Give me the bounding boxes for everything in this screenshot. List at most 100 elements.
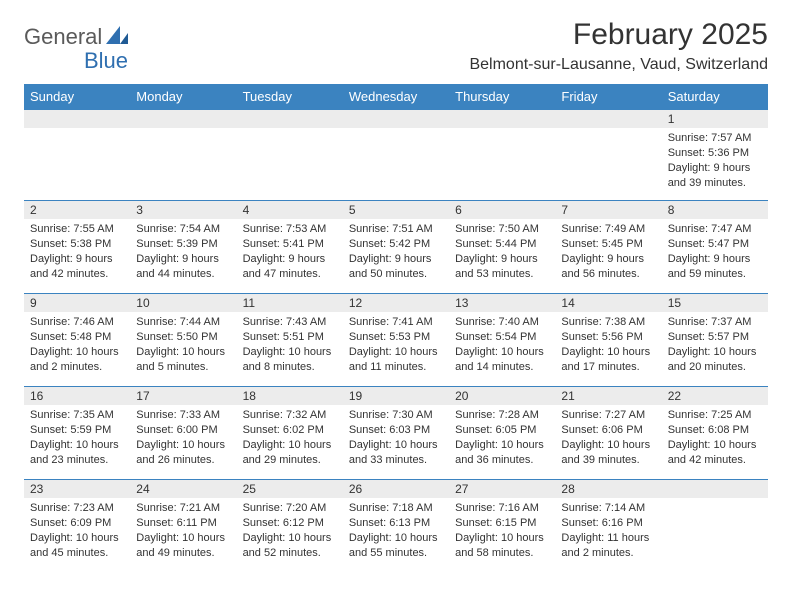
sunrise-text: Sunrise: 7:37 AM: [668, 315, 762, 330]
daylight-text: Daylight: 9 hours and 47 minutes.: [243, 252, 337, 282]
sunrise-text: Sunrise: 7:43 AM: [243, 315, 337, 330]
sunset-text: Sunset: 5:54 PM: [455, 330, 549, 345]
sunset-text: Sunset: 5:53 PM: [349, 330, 443, 345]
daylight-text: Daylight: 9 hours and 56 minutes.: [561, 252, 655, 282]
daylight-text: Daylight: 10 hours and 14 minutes.: [455, 345, 549, 375]
daylight-text: Daylight: 9 hours and 59 minutes.: [668, 252, 762, 282]
day-cell: Sunrise: 7:21 AMSunset: 6:11 PMDaylight:…: [130, 498, 236, 566]
sunrise-text: Sunrise: 7:20 AM: [243, 501, 337, 516]
sunset-text: Sunset: 6:00 PM: [136, 423, 230, 438]
daylight-text: Daylight: 10 hours and 39 minutes.: [561, 438, 655, 468]
day-number: [555, 109, 661, 128]
daylight-text: Daylight: 10 hours and 55 minutes.: [349, 531, 443, 561]
day-number: 12: [343, 293, 449, 312]
daylight-text: Daylight: 10 hours and 33 minutes.: [349, 438, 443, 468]
day-number: 19: [343, 386, 449, 405]
day-number: 24: [130, 479, 236, 498]
day-header: Sunday: [24, 84, 130, 109]
sunset-text: Sunset: 6:13 PM: [349, 516, 443, 531]
day-cell: Sunrise: 7:51 AMSunset: 5:42 PMDaylight:…: [343, 219, 449, 287]
daylight-text: Daylight: 9 hours and 50 minutes.: [349, 252, 443, 282]
day-cell: Sunrise: 7:35 AMSunset: 5:59 PMDaylight:…: [24, 405, 130, 473]
sunrise-text: Sunrise: 7:21 AM: [136, 501, 230, 516]
sunrise-text: Sunrise: 7:25 AM: [668, 408, 762, 423]
day-number: 7: [555, 200, 661, 219]
day-number: 17: [130, 386, 236, 405]
sunrise-text: Sunrise: 7:35 AM: [30, 408, 124, 423]
logo-triangle-icon: [106, 26, 128, 49]
day-cell: Sunrise: 7:14 AMSunset: 6:16 PMDaylight:…: [555, 498, 661, 566]
daylight-text: Daylight: 10 hours and 58 minutes.: [455, 531, 549, 561]
day-number: 15: [662, 293, 768, 312]
sunset-text: Sunset: 5:57 PM: [668, 330, 762, 345]
daylight-text: Daylight: 11 hours and 2 minutes.: [561, 531, 655, 561]
day-cell: Sunrise: 7:50 AMSunset: 5:44 PMDaylight:…: [449, 219, 555, 287]
day-cell: [343, 128, 449, 137]
day-cell: [237, 128, 343, 137]
daylight-text: Daylight: 10 hours and 5 minutes.: [136, 345, 230, 375]
day-cell: Sunrise: 7:23 AMSunset: 6:09 PMDaylight:…: [24, 498, 130, 566]
sunset-text: Sunset: 5:51 PM: [243, 330, 337, 345]
day-cell: [449, 128, 555, 137]
sunrise-text: Sunrise: 7:55 AM: [30, 222, 124, 237]
day-number: [237, 109, 343, 128]
sunset-text: Sunset: 6:03 PM: [349, 423, 443, 438]
sunrise-text: Sunrise: 7:51 AM: [349, 222, 443, 237]
week-number-row: 2345678: [24, 200, 768, 219]
day-cell: Sunrise: 7:16 AMSunset: 6:15 PMDaylight:…: [449, 498, 555, 566]
sunset-text: Sunset: 5:41 PM: [243, 237, 337, 252]
sunset-text: Sunset: 6:05 PM: [455, 423, 549, 438]
daylight-text: Daylight: 10 hours and 45 minutes.: [30, 531, 124, 561]
day-number: 18: [237, 386, 343, 405]
day-cell: Sunrise: 7:40 AMSunset: 5:54 PMDaylight:…: [449, 312, 555, 380]
day-cell: Sunrise: 7:49 AMSunset: 5:45 PMDaylight:…: [555, 219, 661, 287]
sunrise-text: Sunrise: 7:41 AM: [349, 315, 443, 330]
day-cell: [662, 498, 768, 507]
day-number: 16: [24, 386, 130, 405]
day-header-row: SundayMondayTuesdayWednesdayThursdayFrid…: [24, 84, 768, 109]
week-body-row: Sunrise: 7:46 AMSunset: 5:48 PMDaylight:…: [24, 312, 768, 386]
day-cell: Sunrise: 7:27 AMSunset: 6:06 PMDaylight:…: [555, 405, 661, 473]
day-cell: [130, 128, 236, 137]
daylight-text: Daylight: 9 hours and 42 minutes.: [30, 252, 124, 282]
sunrise-text: Sunrise: 7:40 AM: [455, 315, 549, 330]
daylight-text: Daylight: 10 hours and 23 minutes.: [30, 438, 124, 468]
day-number: 14: [555, 293, 661, 312]
daylight-text: Daylight: 10 hours and 8 minutes.: [243, 345, 337, 375]
sunset-text: Sunset: 6:16 PM: [561, 516, 655, 531]
day-cell: [24, 128, 130, 137]
sunset-text: Sunset: 5:36 PM: [668, 146, 762, 161]
sunset-text: Sunset: 5:59 PM: [30, 423, 124, 438]
week-body-row: Sunrise: 7:23 AMSunset: 6:09 PMDaylight:…: [24, 498, 768, 572]
sunrise-text: Sunrise: 7:33 AM: [136, 408, 230, 423]
day-cell: Sunrise: 7:18 AMSunset: 6:13 PMDaylight:…: [343, 498, 449, 566]
day-number: 27: [449, 479, 555, 498]
sunset-text: Sunset: 6:15 PM: [455, 516, 549, 531]
day-cell: Sunrise: 7:28 AMSunset: 6:05 PMDaylight:…: [449, 405, 555, 473]
day-cell: Sunrise: 7:20 AMSunset: 6:12 PMDaylight:…: [237, 498, 343, 566]
daylight-text: Daylight: 9 hours and 39 minutes.: [668, 161, 762, 191]
day-cell: [555, 128, 661, 137]
day-number: 11: [237, 293, 343, 312]
week-number-row: 1: [24, 109, 768, 128]
day-header: Tuesday: [237, 84, 343, 109]
title-block: February 2025 Belmont-sur-Lausanne, Vaud…: [469, 18, 768, 74]
day-number: 22: [662, 386, 768, 405]
header: General February 2025 Belmont-sur-Lausan…: [24, 18, 768, 74]
day-header: Wednesday: [343, 84, 449, 109]
sunset-text: Sunset: 5:50 PM: [136, 330, 230, 345]
day-cell: Sunrise: 7:43 AMSunset: 5:51 PMDaylight:…: [237, 312, 343, 380]
daylight-text: Daylight: 10 hours and 36 minutes.: [455, 438, 549, 468]
sunset-text: Sunset: 6:02 PM: [243, 423, 337, 438]
logo-subtext-wrap: Blue: [38, 48, 128, 74]
sunrise-text: Sunrise: 7:30 AM: [349, 408, 443, 423]
sunrise-text: Sunrise: 7:49 AM: [561, 222, 655, 237]
day-cell: Sunrise: 7:25 AMSunset: 6:08 PMDaylight:…: [662, 405, 768, 473]
daylight-text: Daylight: 10 hours and 26 minutes.: [136, 438, 230, 468]
day-number: 4: [237, 200, 343, 219]
daylight-text: Daylight: 10 hours and 42 minutes.: [668, 438, 762, 468]
day-header: Friday: [555, 84, 661, 109]
sunrise-text: Sunrise: 7:16 AM: [455, 501, 549, 516]
logo-text-general: General: [24, 24, 102, 50]
day-number: 26: [343, 479, 449, 498]
